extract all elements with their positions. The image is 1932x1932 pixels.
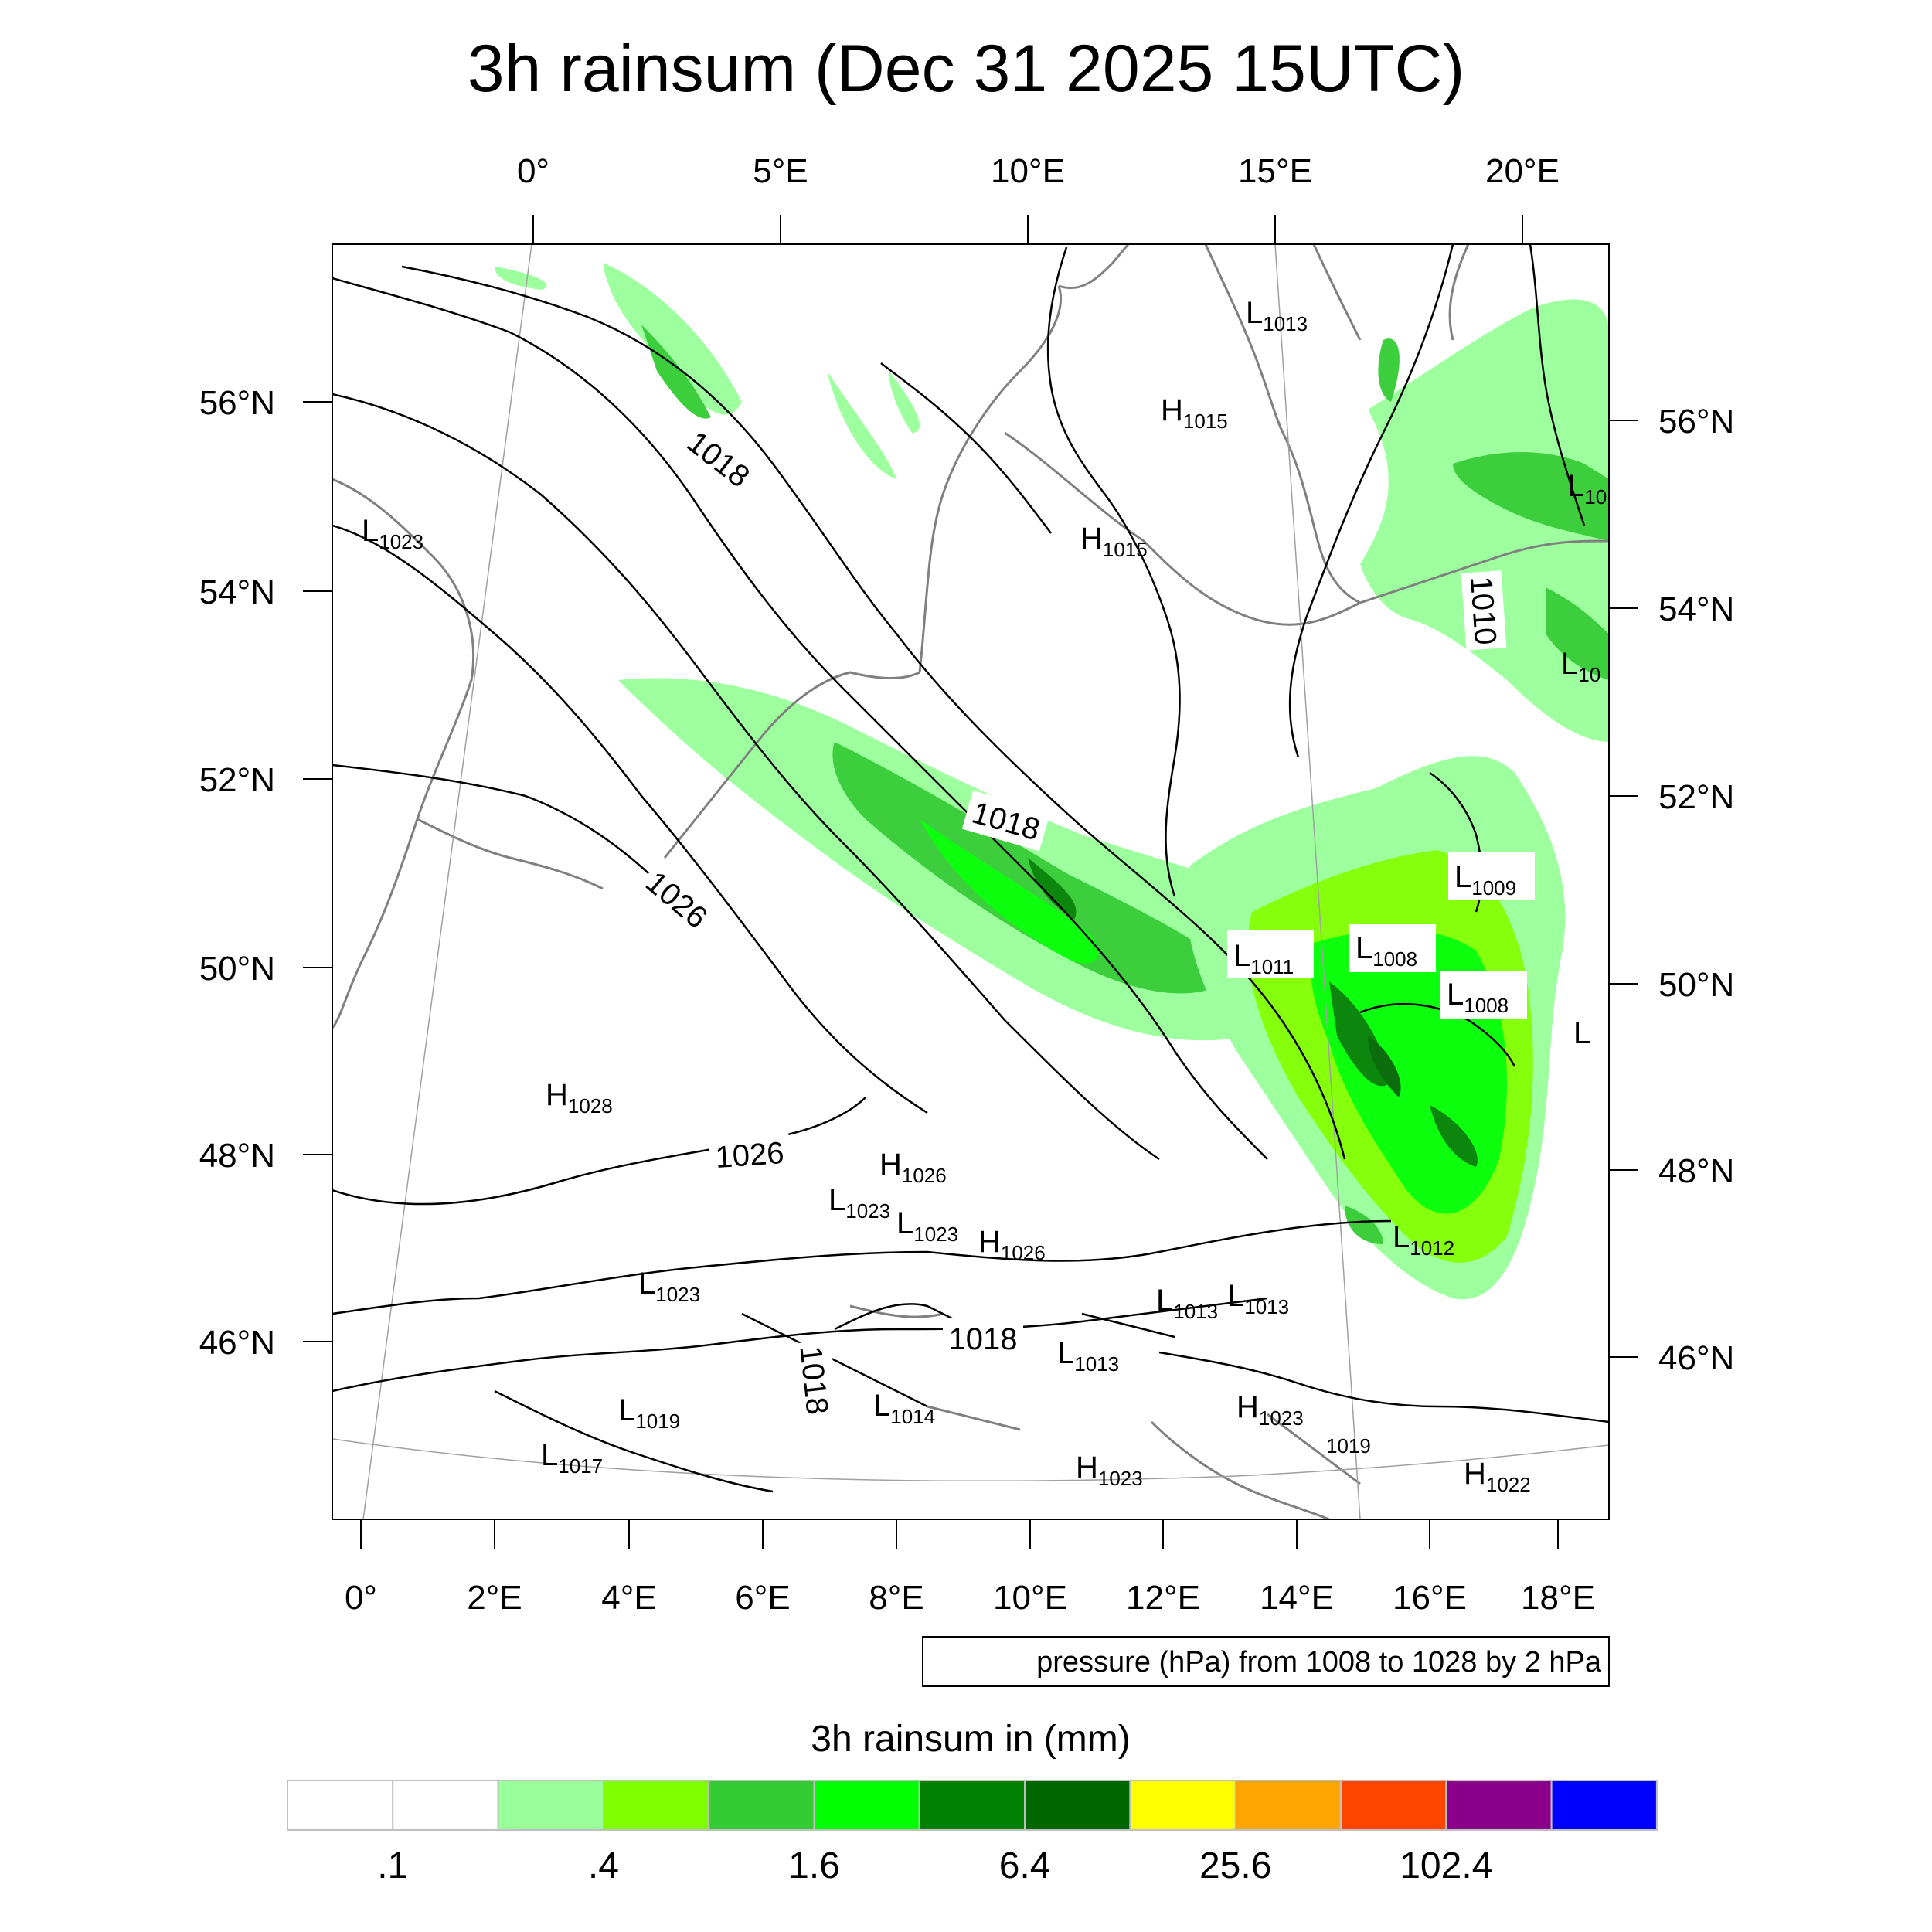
isobars [332,244,1609,1493]
pressure-center: H1026 [978,1225,1046,1264]
right-latitude-labels: 56°N 54°N 52°N 50°N 48°N 46°N [1658,403,1734,1377]
pressure-center: L1011 [1233,939,1294,978]
left-lat-label: 54°N [199,573,275,611]
colorbar-label: 6.4 [999,1845,1051,1886]
bottom-lon-label: 6°E [735,1579,790,1617]
right-lat-label: 50°N [1658,966,1734,1004]
pressure-center: L10 [1567,469,1607,509]
top-lon-label: 15°E [1238,152,1312,190]
right-lat-label: 46°N [1658,1339,1734,1377]
pressure-center: L1023 [828,1183,890,1223]
colorbar-box [287,1780,394,1831]
bottom-lon-label: 18°E [1521,1579,1595,1617]
top-lon-label: 10°E [991,152,1065,190]
contour-label: 1018 [793,1345,834,1417]
colorbar-title: 3h rainsum in (mm) [811,1719,1130,1760]
pressure-center: H1023 [1236,1390,1304,1430]
colorbar-box [1550,1780,1658,1831]
bottom-lon-label: 10°E [993,1579,1067,1617]
left-lat-label: 48°N [199,1137,275,1175]
bottom-lon-label: 8°E [869,1579,923,1617]
colorbar-box [602,1780,710,1831]
bottom-lon-label: 2°E [467,1579,522,1617]
colorbar-box [392,1780,499,1831]
coastlines [332,244,1609,1519]
colorbar-box [1340,1780,1447,1831]
right-lat-label: 52°N [1658,778,1734,816]
bottom-longitude-labels: 0° 2°E 4°E 6°E 8°E 10°E 12°E 14°E 16°E 1… [345,1579,1595,1617]
pressure-center: L1013 [1246,296,1308,335]
contour-info-box: pressure (hPa) from 1008 to 1028 by 2 hP… [922,1636,1610,1687]
pressure-center: H1015 [1161,393,1228,433]
colorbar-label: .4 [588,1845,619,1886]
pressure-center: H1028 [546,1078,613,1117]
pressure-center: L1017 [541,1438,603,1478]
top-lon-label: 5°E [753,152,808,190]
bottom-lon-label: 4°E [601,1579,656,1617]
pressure-center: L1008 [1447,978,1509,1017]
pressure-center: L1009 [1454,860,1516,900]
colorbar-box [1024,1780,1131,1831]
colorbar-label: .1 [377,1845,408,1886]
pressure-center: H1023 [1076,1451,1143,1490]
colorbar-box [497,1780,604,1831]
pressure-center: L1013 [1156,1284,1218,1323]
pressure-center: H1015 [1080,522,1148,561]
pressure-center: L1013 [1227,1279,1289,1318]
colorbar-box [1234,1780,1342,1831]
pressure-center: L1013 [1057,1336,1119,1376]
map-frame [332,243,1610,1520]
map-title: 3h rainsum (Dec 31 2025 15UTC) [468,32,1465,106]
left-lat-label: 46°N [199,1324,275,1362]
graticule [332,244,1609,1519]
bottom-lon-label: 16°E [1393,1579,1467,1617]
pressure-center: L [1573,1016,1590,1050]
contour-label: 1018 [949,1322,1018,1356]
colorbar-label: 25.6 [1199,1845,1271,1886]
bottom-lon-label: 14°E [1260,1579,1334,1617]
contour-label: 1010 [1464,575,1502,646]
left-latitude-labels: 56°N 54°N 52°N 50°N 48°N 46°N [199,384,275,1362]
left-lat-label: 56°N [199,384,275,422]
pressure-center: L1012 [1393,1220,1454,1260]
contour-info-text: pressure (hPa) from 1008 to 1028 by 2 hP… [1036,1646,1602,1679]
left-lat-label: 50°N [199,950,275,988]
colorbar-box [813,1780,920,1831]
top-longitude-labels: 0° 5°E 10°E 15°E 20°E [517,152,1560,190]
colorbar-box [708,1780,815,1831]
colorbar-boxes [287,1780,1658,1831]
right-lat-label: 56°N [1658,403,1734,440]
colorbar-box [1129,1780,1236,1831]
pressure-center: H1022 [1464,1457,1531,1496]
pressure-center: L1023 [638,1267,700,1306]
pressure-center: H1026 [879,1148,947,1187]
right-lat-label: 54°N [1658,590,1734,628]
colorbar-labels: .1 .4 1.6 6.4 25.6 102.4 [377,1845,1492,1886]
contour-label: 1026 [714,1136,785,1175]
pressure-center: L1023 [896,1206,958,1246]
left-lat-label: 52°N [199,761,275,799]
colorbar-box [1445,1780,1553,1831]
top-lon-label: 20°E [1485,152,1560,190]
colorbar: 3h rainsum in (mm) .1 .4 1.6 6.4 25.6 102.4 [287,1719,1658,1886]
colorbar-box [918,1780,1026,1831]
pressure-center: L1023 [362,514,423,553]
pressure-center: 1019 [1326,1434,1371,1458]
top-lon-label: 0° [517,152,549,190]
right-lat-label: 48°N [1658,1152,1734,1190]
colorbar-label: 102.4 [1400,1845,1492,1886]
pressure-center: L10 [1561,647,1600,686]
pressure-center: L1014 [873,1389,935,1428]
axis-ticks [303,215,1638,1549]
colorbar-label: 1.6 [788,1845,840,1886]
bottom-lon-label: 12°E [1126,1579,1200,1617]
pressure-center: L1019 [618,1393,680,1433]
bottom-lon-label: 0° [345,1579,377,1617]
pressure-center: L1008 [1355,931,1417,971]
pressure-centers: L1013 H1015 H1015 L1023 L10 L10 L1009 L1… [362,296,1607,1496]
